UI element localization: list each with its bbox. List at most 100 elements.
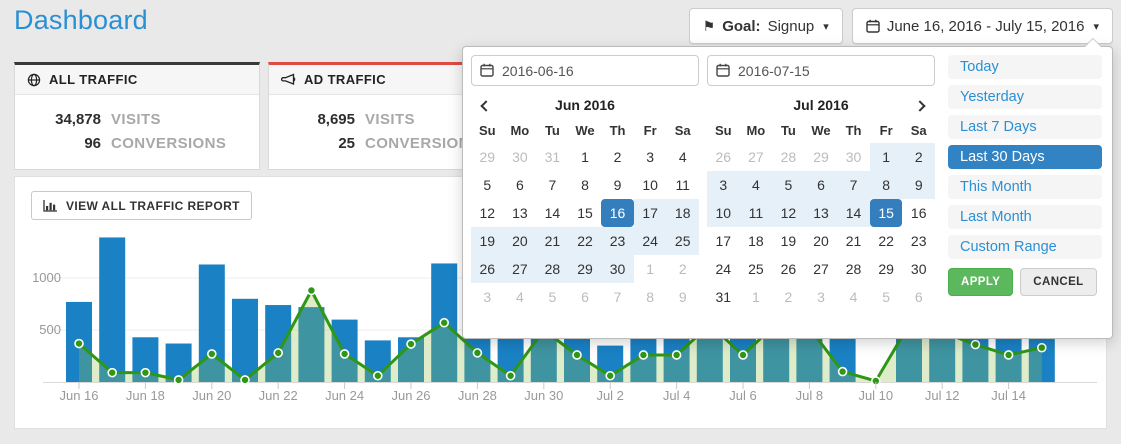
calendar-day[interactable]: 19 — [471, 227, 504, 255]
calendar-day[interactable]: 15 — [869, 199, 903, 227]
calendar-day[interactable]: 1 — [869, 143, 903, 171]
calendar-day[interactable]: 31 — [544, 149, 561, 165]
calendar-day[interactable]: 1 — [646, 261, 655, 277]
calendar-day[interactable]: 17 — [715, 233, 732, 249]
calendar-day[interactable]: 11 — [739, 199, 773, 227]
calendar-day[interactable]: 18 — [748, 233, 764, 249]
calendar-day[interactable]: 27 — [813, 261, 829, 277]
start-date-input[interactable] — [471, 55, 699, 86]
calendar-day[interactable]: 8 — [646, 289, 655, 305]
calendar-day[interactable]: 22 — [878, 233, 894, 249]
calendar-day[interactable]: 16 — [910, 205, 927, 221]
calendar-day[interactable]: 22 — [568, 227, 602, 255]
calendar-day[interactable]: 6 — [804, 171, 838, 199]
calendar-day[interactable]: 12 — [479, 205, 496, 221]
calendar-day[interactable]: 7 — [548, 177, 557, 193]
calendar-day[interactable]: 5 — [483, 177, 492, 193]
calendar-day[interactable]: 16 — [601, 199, 634, 227]
calendar-day[interactable]: 5 — [548, 289, 557, 305]
range-option-last-7-days[interactable]: Last 7 Days — [948, 115, 1102, 139]
calendar-day[interactable]: 26 — [471, 255, 504, 283]
range-option-custom-range[interactable]: Custom Range — [948, 235, 1102, 259]
calendar-day[interactable]: 5 — [882, 289, 891, 305]
calendar-day[interactable]: 26 — [780, 261, 797, 277]
calendar-day[interactable]: 31 — [715, 289, 732, 305]
calendar-day[interactable]: 29 — [568, 255, 602, 283]
next-month-button[interactable] — [907, 92, 933, 119]
calendar-day[interactable]: 29 — [878, 261, 894, 277]
calendar-day[interactable]: 5 — [772, 171, 805, 199]
calendar-day[interactable]: 23 — [601, 227, 634, 255]
calendar-day[interactable]: 29 — [813, 149, 829, 165]
calendar-day[interactable]: 21 — [845, 233, 862, 249]
calendar-day[interactable]: 1 — [751, 289, 760, 305]
calendar-day[interactable]: 10 — [707, 199, 740, 227]
calendar-day[interactable]: 8 — [581, 177, 589, 193]
calendar-day[interactable]: 14 — [544, 205, 561, 221]
calendar-day[interactable]: 3 — [817, 289, 825, 305]
calendar-day[interactable]: 23 — [910, 233, 927, 249]
calendar-day[interactable]: 2 — [902, 143, 935, 171]
range-option-last-30-days[interactable]: Last 30 Days — [948, 145, 1102, 169]
calendar-day[interactable]: 6 — [914, 289, 923, 305]
calendar-day[interactable]: 30 — [601, 255, 634, 283]
calendar-day[interactable]: 27 — [503, 255, 537, 283]
calendar-day[interactable]: 27 — [748, 149, 764, 165]
date-range-button[interactable]: June 16, 2016 - July 15, 2016 ▾ — [851, 8, 1113, 44]
range-option-this-month[interactable]: This Month — [948, 175, 1102, 199]
calendar-day[interactable]: 20 — [503, 227, 537, 255]
calendar-day[interactable]: 3 — [707, 171, 740, 199]
calendar-day[interactable]: 4 — [739, 171, 773, 199]
view-all-traffic-report-button[interactable]: VIEW ALL TRAFFIC REPORT — [31, 191, 252, 220]
calendar-day[interactable]: 28 — [845, 261, 862, 277]
calendar-day[interactable]: 11 — [675, 177, 690, 193]
end-date-input[interactable] — [707, 55, 935, 86]
range-option-yesterday[interactable]: Yesterday — [948, 85, 1102, 109]
cancel-button[interactable]: CANCEL — [1020, 268, 1097, 296]
calendar-day[interactable]: 6 — [515, 177, 524, 193]
calendar-day[interactable]: 4 — [515, 289, 524, 305]
calendar-day[interactable]: 9 — [678, 289, 687, 305]
range-option-last-month[interactable]: Last Month — [948, 205, 1102, 229]
calendar-day[interactable]: 2 — [678, 261, 687, 277]
calendar-day[interactable]: 7 — [837, 171, 870, 199]
calendar-day[interactable]: 30 — [512, 149, 528, 165]
calendar-day[interactable]: 2 — [613, 149, 622, 165]
calendar-day[interactable]: 9 — [902, 171, 935, 199]
calendar-day[interactable]: 25 — [666, 227, 699, 255]
calendar-day[interactable]: 4 — [849, 289, 858, 305]
calendar-day[interactable]: 3 — [483, 289, 492, 305]
calendar-day[interactable]: 1 — [581, 149, 589, 165]
calendar-day[interactable]: 19 — [780, 233, 797, 249]
calendar-day[interactable]: 25 — [748, 261, 764, 277]
calendar-day[interactable]: 30 — [845, 149, 862, 165]
calendar-day[interactable]: 24 — [715, 261, 732, 277]
calendar-day[interactable]: 30 — [910, 261, 927, 277]
calendar-day[interactable]: 7 — [613, 289, 622, 305]
calendar-day[interactable]: 13 — [804, 199, 838, 227]
calendar-day[interactable]: 2 — [784, 289, 793, 305]
calendar-day[interactable]: 24 — [633, 227, 667, 255]
calendar-day[interactable]: 14 — [837, 199, 870, 227]
calendar-day[interactable]: 29 — [479, 149, 496, 165]
calendar-day[interactable]: 18 — [666, 199, 699, 227]
calendar-day[interactable]: 12 — [772, 199, 805, 227]
calendar-day[interactable]: 3 — [646, 149, 655, 165]
goal-selector-button[interactable]: ⚑ Goal: Signup ▾ — [688, 8, 843, 44]
calendar-day[interactable]: 15 — [577, 205, 593, 221]
calendar-day[interactable]: 13 — [512, 205, 528, 221]
calendar-day[interactable]: 4 — [678, 149, 687, 165]
calendar-day[interactable]: 17 — [633, 199, 667, 227]
calendar-day[interactable]: 28 — [780, 149, 797, 165]
calendar-day[interactable]: 8 — [869, 171, 903, 199]
calendar-day[interactable]: 20 — [813, 233, 829, 249]
calendar-day[interactable]: 26 — [715, 149, 732, 165]
range-option-today[interactable]: Today — [948, 55, 1102, 79]
calendar-day[interactable]: 28 — [536, 255, 569, 283]
calendar-day[interactable]: 21 — [536, 227, 569, 255]
calendar-day[interactable]: 10 — [642, 177, 658, 193]
calendar-day[interactable]: 6 — [581, 289, 589, 305]
calendar-day[interactable]: 9 — [613, 177, 622, 193]
apply-button[interactable]: APPLY — [948, 268, 1014, 296]
prev-month-button[interactable] — [473, 92, 499, 119]
